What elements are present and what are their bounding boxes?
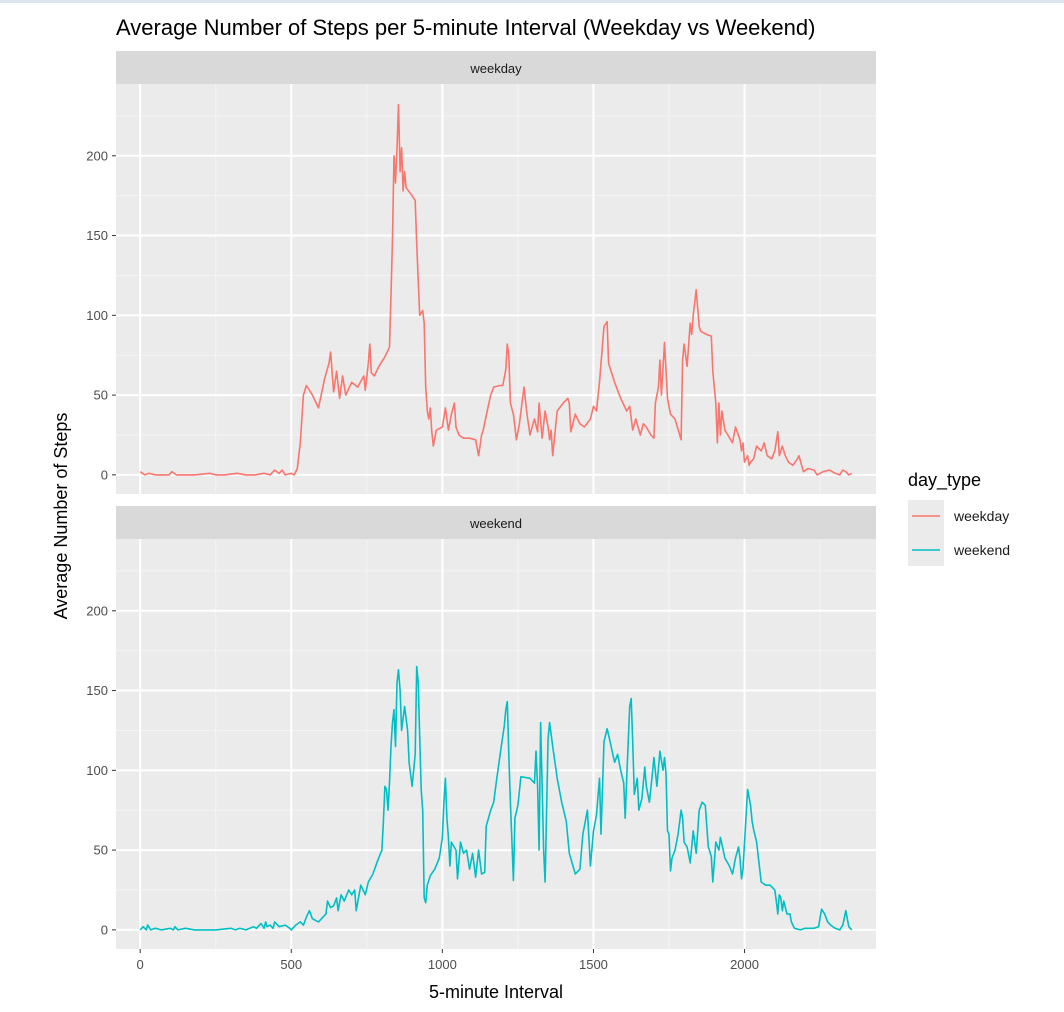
y-tick-label: 200 [86,148,108,163]
y-tick-label: 0 [101,922,108,937]
strip-label-weekday: weekday [469,61,522,76]
y-tick-label: 100 [86,763,108,778]
y-axis-weekday: 0 50 100 150 200 [86,148,116,482]
x-tick-label: 1500 [579,957,608,972]
panel-weekend [116,539,876,949]
y-tick-label: 150 [86,683,108,698]
legend-title: day_type [908,470,981,491]
legend-label-weekend: weekend [953,542,1010,558]
y-tick-label: 0 [101,467,108,482]
x-tick-label: 500 [280,957,302,972]
y-tick-label: 200 [86,603,108,618]
y-tick-label: 50 [94,843,108,858]
series-line-weekend [139,665,853,931]
strip-weekday [116,51,876,84]
x-axis-title: 5-minute Interval [429,982,563,1002]
y-axis-title: Average Number of Steps [51,413,71,620]
legend-key-background [908,500,944,566]
y-tick-label: 100 [86,308,108,323]
chart-title: Average Number of Steps per 5-minute Int… [116,15,815,40]
x-axis: 0 500 1000 1500 2000 [137,949,759,972]
grid-weekday [116,84,876,494]
legend-label-weekday: weekday [953,508,1009,524]
x-tick-label: 0 [137,957,144,972]
series-line-weekday [139,103,853,476]
x-tick-label: 1000 [428,957,457,972]
x-tick-label: 2000 [730,957,759,972]
y-tick-label: 150 [86,228,108,243]
strip-weekend [116,506,876,539]
strip-label-weekend: weekend [469,516,522,531]
y-axis-weekend: 0 50 100 150 200 [86,603,116,937]
y-tick-label: 50 [94,388,108,403]
window-top-border [0,0,1064,3]
panel-weekday [116,84,876,494]
